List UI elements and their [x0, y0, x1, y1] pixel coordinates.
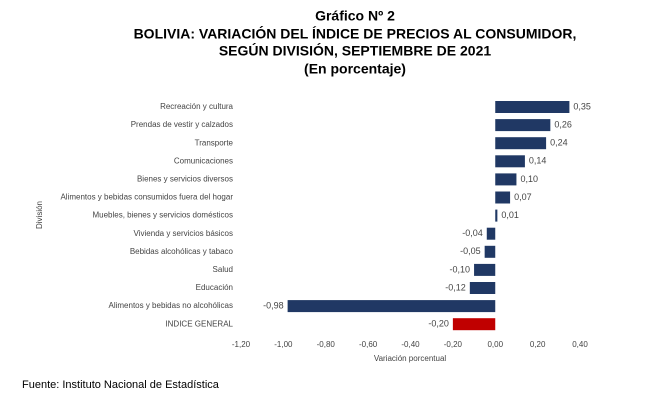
- bar: [495, 191, 511, 204]
- bar: [469, 282, 496, 294]
- y-axis-label: División: [35, 201, 44, 229]
- y-tick-label: Recreación y cultura: [160, 102, 233, 111]
- value-label: 0,01: [501, 210, 519, 220]
- value-label: 0,24: [550, 138, 568, 148]
- bar: [474, 263, 496, 276]
- x-tick-label: -0,40: [401, 340, 420, 349]
- value-label: 0,14: [529, 156, 547, 166]
- source: Fuente: Instituto Nacional de Estadístic…: [22, 379, 220, 391]
- y-tick-label: Transporte: [195, 138, 234, 147]
- value-label: -0,04: [462, 228, 483, 238]
- x-tick-label: 0,40: [572, 340, 588, 349]
- y-tick-label: Bienes y servicios diversos: [137, 175, 233, 184]
- chart-subtitle: (En porcentaje): [304, 61, 406, 77]
- value-label: -0,12: [445, 282, 466, 292]
- x-tick-label: 0,00: [487, 340, 503, 349]
- bar: [484, 245, 496, 258]
- bar: [495, 209, 498, 222]
- x-axis-label: Variación porcentual: [374, 354, 447, 363]
- x-tick-label: 0,20: [530, 340, 546, 349]
- chart-subtitle: SEGÚN DIVISIÓN, SEPTIEMBRE DE 2021: [219, 42, 492, 59]
- value-label: 0,07: [514, 192, 532, 202]
- y-tick-label: Prendas de vestir y calzados: [131, 120, 233, 129]
- bar: [495, 155, 525, 168]
- y-tick-label: Educación: [196, 283, 233, 292]
- value-label: -0,05: [460, 246, 481, 256]
- value-label: -0,10: [450, 264, 471, 274]
- y-tick-label: Alimentos y bebidas consumidos fuera del…: [60, 193, 233, 202]
- y-tick-label: INDICE GENERAL: [165, 319, 233, 328]
- x-tick-label: -1,20: [232, 340, 251, 349]
- chart-subtitle: BOLIVIA: VARIACIÓN DEL ÍNDICE DE PRECIOS…: [134, 25, 577, 42]
- x-tick-label: -0,80: [317, 340, 336, 349]
- value-label: -0,20: [428, 319, 449, 329]
- bar: [452, 318, 496, 331]
- y-tick-label: Alimentos y bebidas no alcohólicas: [108, 301, 233, 310]
- y-tick-label: Muebles, bienes y servicios domésticos: [92, 211, 233, 220]
- chart-title: Gráfico Nº 2: [315, 8, 395, 24]
- x-tick-label: -0,20: [444, 340, 463, 349]
- x-tick-label: -0,60: [359, 340, 378, 349]
- bar: [287, 300, 496, 313]
- y-tick-label: Bebidas alcohólicas y tabaco: [130, 247, 234, 256]
- bar: [495, 101, 570, 113]
- x-tick-label: -1,00: [274, 340, 293, 349]
- bar: [495, 173, 517, 186]
- value-label: -0,98: [263, 300, 284, 310]
- value-label: 0,26: [554, 119, 572, 129]
- value-label: 0,35: [573, 101, 591, 111]
- value-label: 0,10: [520, 174, 538, 184]
- bar: [495, 137, 547, 150]
- bar: [495, 119, 551, 132]
- y-tick-label: Comunicaciones: [174, 156, 233, 165]
- bar: [486, 227, 496, 240]
- y-tick-label: Vivienda y servicios básicos: [134, 229, 233, 238]
- y-tick-label: Salud: [213, 265, 233, 274]
